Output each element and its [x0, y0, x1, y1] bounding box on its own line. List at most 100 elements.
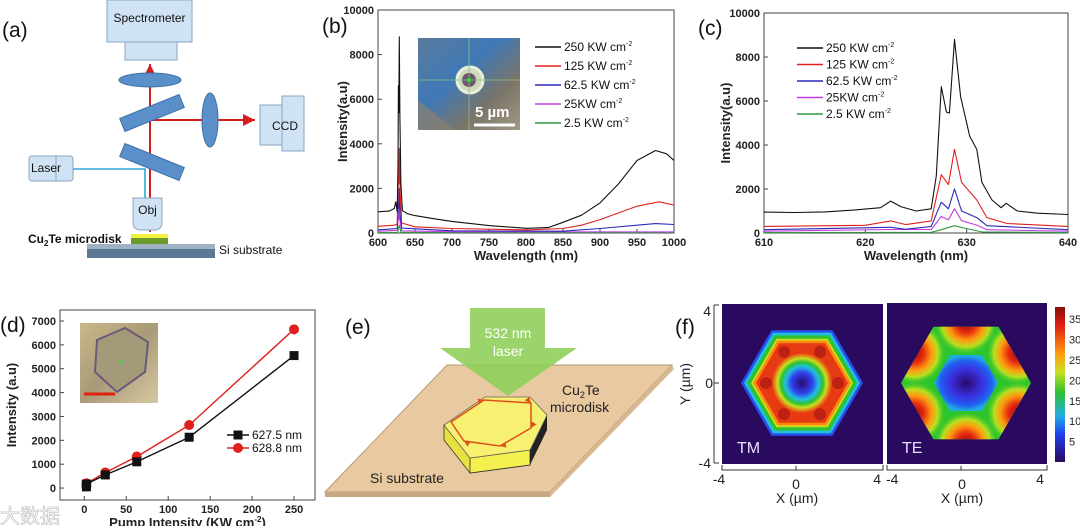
- series-line: [377, 147, 675, 231]
- legend-entry: 125 KW cm-2: [797, 58, 894, 72]
- x-tick-label: 200: [243, 504, 261, 516]
- colorbar: [1055, 307, 1065, 462]
- y-tick-label: 2000: [736, 184, 760, 196]
- legend-entry: 25KW cm-2: [797, 91, 884, 105]
- data-point-square: [289, 351, 299, 361]
- objective-box: [132, 197, 163, 231]
- laser-spot: [467, 78, 471, 82]
- tm-hotspot: [832, 377, 844, 389]
- spectrometer-box: [106, 0, 193, 43]
- y-tick-label: -4: [699, 455, 712, 471]
- panel-label-f: (f): [675, 316, 695, 339]
- x-tick-label: 250: [285, 504, 303, 516]
- x-tick-label: -4: [886, 471, 899, 487]
- panel-label-c: (c): [698, 17, 723, 40]
- x-tick-label: 640: [1059, 237, 1077, 249]
- x-axis: [721, 465, 884, 471]
- y-tick-label: 8000: [736, 52, 760, 64]
- microdisk-label-line2: microdisk: [550, 399, 610, 415]
- y-tick-label: 7000: [32, 316, 56, 328]
- chart-c: 610 620 630 640 0 2000 4000 6000 8000 10000 Wavele…: [718, 8, 1077, 263]
- objective-label: Obj: [138, 203, 157, 217]
- si-substrate-edge-side: [550, 365, 674, 497]
- legend-marker: [233, 443, 243, 453]
- lens-horizontal: [118, 72, 182, 88]
- microdisk-top: [131, 234, 168, 238]
- chart-b: 5 µm 600 650 700 750 800 850 900 950 10000200040…: [335, 5, 686, 263]
- spectrometer-port: [124, 41, 178, 61]
- x-tick-label: 850: [554, 237, 572, 249]
- data-point-circle: [289, 324, 300, 335]
- data-point-circle: [184, 420, 195, 431]
- lens-vertical: [201, 92, 219, 148]
- whispering-gallery-path: [449, 400, 531, 446]
- microdisk-label-line1: Cu2Te: [562, 382, 600, 400]
- substrate-top: [87, 244, 215, 249]
- series-line: [763, 188, 1069, 231]
- microdisk-body: [131, 238, 168, 244]
- legend-label: 2.5 KW cm-2: [564, 116, 629, 130]
- legend-label: 62.5 KW cm-2: [564, 78, 636, 92]
- plot-frame: [763, 12, 1069, 234]
- x-tick-label: 800: [517, 237, 535, 249]
- watermark: 大数据: [0, 505, 60, 526]
- y-tick-label: 1000: [32, 459, 56, 471]
- legend-entry: 627.5 nm: [227, 428, 302, 442]
- te-lobe: [934, 326, 998, 355]
- x-tick-label: 750: [480, 237, 498, 249]
- y-tick-label: 10000: [729, 8, 760, 20]
- series-line: [763, 208, 1069, 232]
- colorbar-tick-label: 35: [1069, 314, 1080, 326]
- x-tick-label: 950: [628, 237, 646, 249]
- y-tick-label: 4000: [736, 140, 760, 152]
- laser-label: Laser: [31, 161, 61, 175]
- beam-splitter-lower: [119, 142, 185, 182]
- x-tick-label: 0: [792, 476, 800, 492]
- x-axis-title: X (µm): [941, 490, 983, 506]
- data-point-square: [184, 432, 194, 442]
- x-tick-label: 700: [443, 237, 461, 249]
- y-tick-label: 0: [705, 375, 713, 391]
- ccd-front: [281, 95, 305, 152]
- microdisk-diagram: 532 nm laser Cu2Te microdisk Si substrat…: [323, 308, 674, 497]
- x-tick-label: 4: [1036, 471, 1044, 487]
- colorbar-tick-label: 20: [1069, 375, 1080, 387]
- y-tick-label: 0: [754, 228, 760, 240]
- plot-frame: [59, 309, 316, 501]
- x-tick-label: 600: [369, 237, 387, 249]
- x-axis-title: Pump Intensity (KW cm-2): [109, 515, 266, 526]
- legend-entry: 2.5 KW cm-2: [797, 107, 891, 121]
- y-tick-label: 10000: [343, 5, 374, 17]
- y-axis-title: Intensity(a.u): [335, 81, 350, 162]
- panel-label-e: (e): [345, 316, 371, 339]
- tm-label: TM: [737, 440, 760, 457]
- legend-label: 125 KW cm-2: [564, 59, 632, 73]
- scale-bar-label: 5 µm: [475, 104, 510, 121]
- series-line: [377, 224, 675, 234]
- x-tick-label: 4: [873, 471, 881, 487]
- beam-splitter-upper: [119, 93, 185, 133]
- tm-hotspot: [760, 377, 772, 389]
- data-point-square: [100, 470, 110, 480]
- setup-diagram: Spectrometer CCD Laser Obj Cu2Te microdi…: [28, 0, 305, 258]
- legend-label: 25KW cm-2: [826, 91, 884, 105]
- series-line: [763, 38, 1069, 216]
- y-tick-label: 0: [50, 483, 56, 495]
- inset-image-d: [80, 323, 158, 403]
- panel-label-b: (b): [322, 15, 348, 38]
- te-center: [934, 355, 998, 411]
- series-line: [377, 187, 675, 232]
- series-line: [763, 225, 1069, 234]
- y-axis-title: Y (µm): [677, 363, 693, 405]
- colorbar-tick-label: 15: [1069, 396, 1080, 408]
- legend-entry: 250 KW cm-2: [535, 40, 632, 54]
- x-tick-label: 50: [120, 504, 132, 516]
- substrate-body: [87, 249, 215, 258]
- y-tick-label: 4: [703, 303, 711, 319]
- tm-hotspot: [814, 408, 826, 421]
- x-tick-label: 0: [81, 504, 87, 516]
- data-point-square: [81, 479, 91, 489]
- colorbar-tick-label: 30: [1069, 335, 1080, 347]
- laser-label-line1: 532 nm: [485, 325, 532, 341]
- substrate-label: Si substrate: [370, 470, 444, 486]
